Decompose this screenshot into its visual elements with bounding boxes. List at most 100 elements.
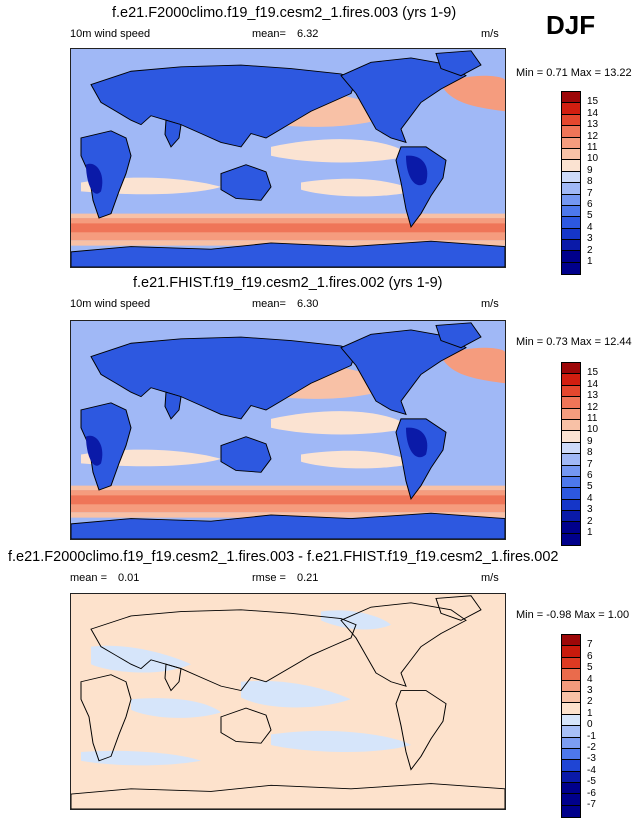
panel1-variable: 10m wind speed xyxy=(70,28,151,40)
colorbar-box xyxy=(562,726,580,738)
colorbar-tick-label: -7 xyxy=(587,799,596,810)
panel1-map xyxy=(70,48,506,268)
colorbar-tick-label: 10 xyxy=(587,153,599,165)
colorbar-box xyxy=(562,771,580,784)
colorbar-tick-label: 14 xyxy=(587,378,599,390)
colorbar-tick-label: -3 xyxy=(587,753,596,765)
panel2-map xyxy=(70,320,506,540)
colorbar-box xyxy=(562,522,580,534)
colorbar-box xyxy=(562,126,580,138)
colorbar-tick-label: 14 xyxy=(587,107,599,119)
colorbar-tick-label: 2 xyxy=(587,515,593,527)
colorbar-box xyxy=(562,737,580,749)
colorbar-tick-label: 2 xyxy=(587,696,593,708)
colorbar-box xyxy=(562,533,580,546)
colorbar-tick-label: 4 xyxy=(587,492,593,504)
colorbar-box xyxy=(562,431,580,443)
colorbar-tick-label: 3 xyxy=(587,504,593,516)
panel2-colorbar xyxy=(561,362,581,547)
colorbar-tick-label: 12 xyxy=(587,130,599,142)
colorbar-tick-label: 3 xyxy=(587,685,593,696)
colorbar-box xyxy=(562,419,580,432)
colorbar-tick-label: 1 xyxy=(587,527,593,538)
colorbar-box xyxy=(562,635,580,647)
colorbar-box xyxy=(562,92,580,104)
colorbar-box xyxy=(562,114,580,127)
colorbar-tick-label: -6 xyxy=(587,787,596,799)
colorbar-tick-label: 8 xyxy=(587,447,593,459)
panel1-mean-label: mean= xyxy=(252,28,286,40)
colorbar-tick-label: 15 xyxy=(587,96,599,108)
panel2-title: f.e21.FHIST.f19_f19.cesm2_1.fires.002 (y… xyxy=(133,275,443,291)
colorbar-box xyxy=(562,194,580,206)
colorbar-tick-label: 5 xyxy=(587,481,593,493)
colorbar-box xyxy=(562,148,580,161)
colorbar-box xyxy=(562,240,580,252)
colorbar-tick-label: -5 xyxy=(587,776,596,788)
panel1-title: f.e21.F2000climo.f19_f19.cesm2_1.fires.0… xyxy=(112,5,457,21)
colorbar-box xyxy=(562,465,580,477)
colorbar-box xyxy=(562,171,580,184)
colorbar-box xyxy=(562,251,580,263)
colorbar-box xyxy=(562,669,580,681)
panel3-units: m/s xyxy=(481,572,499,584)
panel1-mean-value: 6.32 xyxy=(297,28,319,40)
colorbar-box xyxy=(562,488,580,500)
colorbar-tick-label: 5 xyxy=(587,662,593,674)
colorbar-box xyxy=(562,783,580,795)
colorbar-tick-label: 11 xyxy=(587,413,598,424)
colorbar-tick-label: 6 xyxy=(587,470,593,481)
colorbar-tick-label: 7 xyxy=(587,458,593,470)
colorbar-tick-label: 10 xyxy=(587,424,599,436)
colorbar-box xyxy=(562,760,580,772)
colorbar-box xyxy=(562,714,580,727)
colorbar-box xyxy=(562,228,580,241)
colorbar-box xyxy=(562,262,580,275)
colorbar-box xyxy=(562,703,580,715)
colorbar-box xyxy=(562,363,580,375)
colorbar-box xyxy=(562,160,580,172)
colorbar-box xyxy=(562,397,580,409)
panel2-units: m/s xyxy=(481,298,499,310)
panel2-mean-label: mean= xyxy=(252,298,286,310)
colorbar-tick-label: 3 xyxy=(587,233,593,245)
colorbar-box xyxy=(562,385,580,398)
colorbar-box xyxy=(562,183,580,195)
colorbar-box xyxy=(562,499,580,512)
panel1-colorbar xyxy=(561,91,581,276)
colorbar-tick-label: 4 xyxy=(587,221,593,233)
colorbar-tick-label: 6 xyxy=(587,650,593,662)
colorbar-box xyxy=(562,691,580,704)
panel2-minmax: Min = 0.73 Max = 12.44 xyxy=(516,336,632,348)
colorbar-box xyxy=(562,646,580,658)
panel1-minmax: Min = 0.71 Max = 13.22 xyxy=(516,67,632,79)
colorbar-box xyxy=(562,476,580,489)
colorbar-box xyxy=(562,217,580,229)
colorbar-tick-label: 7 xyxy=(587,187,593,199)
colorbar-tick-label: 15 xyxy=(587,367,599,379)
colorbar-tick-label: -4 xyxy=(587,764,596,776)
panel3-title: f.e21.F2000climo.f19_f19.cesm2_1.fires.0… xyxy=(8,549,559,565)
panel3-colorbar xyxy=(561,634,581,818)
colorbar-box xyxy=(562,374,580,386)
colorbar-tick-label: 9 xyxy=(587,164,593,176)
colorbar-tick-label: 11 xyxy=(587,142,598,153)
season-label: DJF xyxy=(546,10,596,40)
colorbar-box xyxy=(562,205,580,218)
colorbar-box xyxy=(562,103,580,115)
panel3-mean-label: mean = xyxy=(70,572,107,584)
colorbar-tick-label: 9 xyxy=(587,435,593,447)
colorbar-box xyxy=(562,511,580,523)
colorbar-tick-label: 5 xyxy=(587,210,593,222)
colorbar-tick-label: 7 xyxy=(587,639,593,651)
panel3-mean-value: 0.01 xyxy=(118,572,140,584)
panel1-units: m/s xyxy=(481,28,499,40)
colorbar-box xyxy=(562,748,580,761)
colorbar-box xyxy=(562,805,580,818)
colorbar-tick-label: 1 xyxy=(587,256,593,267)
colorbar-tick-label: 8 xyxy=(587,176,593,188)
colorbar-box xyxy=(562,657,580,670)
panel3-map xyxy=(70,593,506,810)
colorbar-tick-label: -2 xyxy=(587,742,596,753)
colorbar-tick-label: 2 xyxy=(587,244,593,256)
